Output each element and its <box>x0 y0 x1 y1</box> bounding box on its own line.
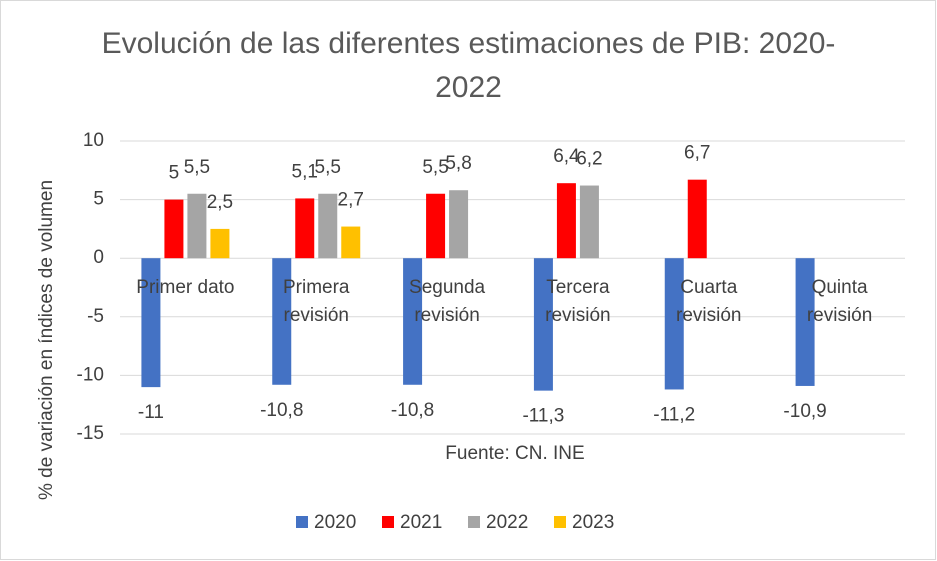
data-label: 5,5 <box>315 157 341 178</box>
bar <box>426 193 446 259</box>
bar <box>341 226 361 259</box>
data-label: 6,7 <box>684 143 710 164</box>
bar <box>164 199 184 259</box>
legend-swatch <box>554 516 566 528</box>
data-label: 2,7 <box>338 190 364 211</box>
bar <box>141 258 161 388</box>
y-tick-label: -10 <box>77 364 104 385</box>
x-tick-label: Cuarta revisión <box>676 277 742 327</box>
x-tick-label: Primer dato <box>136 277 235 299</box>
bar <box>272 258 292 385</box>
x-tick-label: Segunda revisión <box>409 277 486 327</box>
legend-swatch <box>468 516 480 528</box>
x-tick-label: Tercera revisión <box>545 277 611 327</box>
data-label: 5,5 <box>184 157 210 178</box>
bar <box>187 193 207 259</box>
bar <box>687 179 707 259</box>
bar <box>556 183 576 259</box>
bar <box>795 258 815 386</box>
legend-label: 2022 <box>486 512 528 533</box>
legend-swatch <box>382 516 394 528</box>
data-label: 5,8 <box>445 153 471 174</box>
data-label: -10,8 <box>260 400 303 421</box>
data-label: -10,8 <box>391 400 434 421</box>
y-tick-label: 0 <box>93 247 104 268</box>
data-label: -10,9 <box>783 401 826 422</box>
data-label: 5,5 <box>422 157 448 178</box>
source-annotation: Fuente: CN. INE <box>445 443 584 464</box>
data-label: 6,2 <box>576 149 602 170</box>
y-tick-label: -5 <box>87 306 104 327</box>
y-tick-label: 10 <box>83 130 104 151</box>
legend-label: 2021 <box>400 512 442 533</box>
bar <box>210 228 230 259</box>
data-label: 5 <box>169 163 180 184</box>
y-tick-label: -15 <box>77 423 104 444</box>
bar <box>403 258 423 385</box>
bar <box>449 190 469 259</box>
legend-label: 2020 <box>314 512 356 533</box>
data-label: -11,3 <box>522 406 564 427</box>
data-label: 2,5 <box>207 192 233 213</box>
bar <box>579 185 599 259</box>
x-tick-label: Primera revisión <box>282 277 350 327</box>
legend-label: 2023 <box>572 512 614 533</box>
chart-title: Evolución de las diferentes estimaciones… <box>101 27 836 104</box>
y-tick-label: 5 <box>93 189 104 210</box>
bar <box>318 193 338 259</box>
y-axis-label: % de variación en índices de volumen <box>36 180 57 500</box>
bar <box>295 198 315 259</box>
data-label: -11,2 <box>653 404 695 425</box>
legend-swatch <box>296 516 308 528</box>
x-tick-label: Quinta revisión <box>806 277 873 327</box>
data-label: 6,4 <box>553 146 580 167</box>
bar <box>533 258 553 391</box>
data-label: 5,1 <box>292 161 318 182</box>
data-label: -11 <box>138 402 164 423</box>
bar <box>664 258 684 390</box>
